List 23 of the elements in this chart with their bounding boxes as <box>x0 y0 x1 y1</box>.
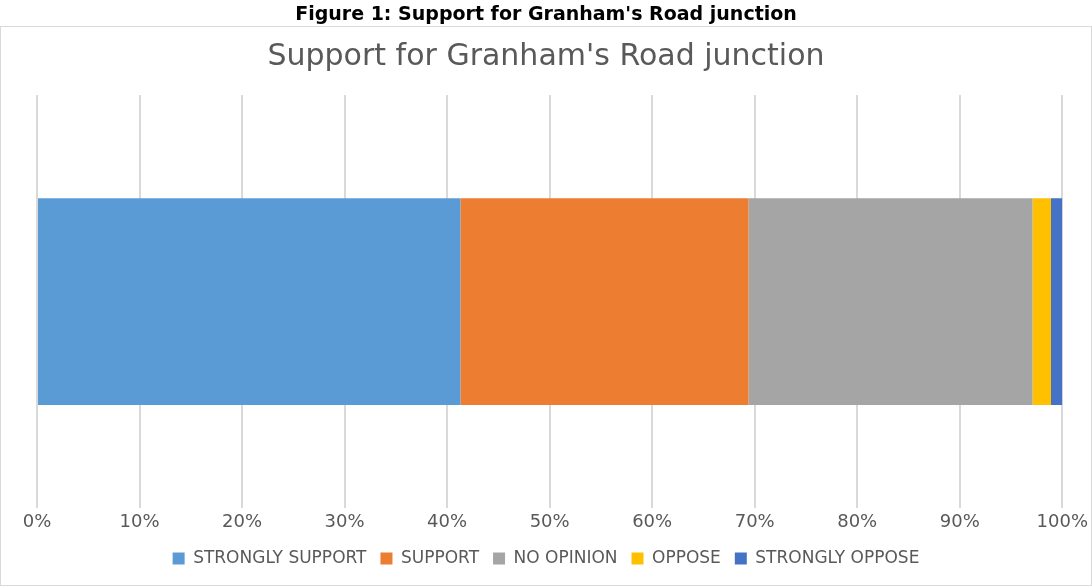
bar <box>1032 198 1051 406</box>
bar <box>748 198 1033 406</box>
x-tick-label: 100% <box>1036 509 1088 531</box>
x-tick-label: 90% <box>939 509 980 531</box>
bar <box>1050 198 1063 406</box>
x-tick-label: 80% <box>837 509 878 531</box>
bar <box>38 198 461 406</box>
x-tick-label: 50% <box>529 509 570 531</box>
legend-label: NO OPINION <box>513 546 618 567</box>
x-tick-label: 20% <box>222 509 263 531</box>
x-tick-label: 60% <box>632 509 673 531</box>
x-tick-label: 40% <box>427 509 468 531</box>
chart-title: Support for Granham's Road junction <box>267 36 825 72</box>
legend-label: STRONGLY SUPPORT <box>193 546 368 567</box>
bar <box>460 198 749 406</box>
legend-label: STRONGLY OPPOSE <box>755 546 920 567</box>
x-tick-label: 70% <box>734 509 775 531</box>
caption: Figure 1: Support for Granham's Road junction <box>294 1 798 26</box>
legend-label: SUPPORT <box>400 546 480 567</box>
x-tick-label: 0% <box>22 509 52 531</box>
x-tick-label: 30% <box>324 509 365 531</box>
legend-label: OPPOSE <box>652 546 721 567</box>
x-tick-label: 10% <box>119 509 160 531</box>
